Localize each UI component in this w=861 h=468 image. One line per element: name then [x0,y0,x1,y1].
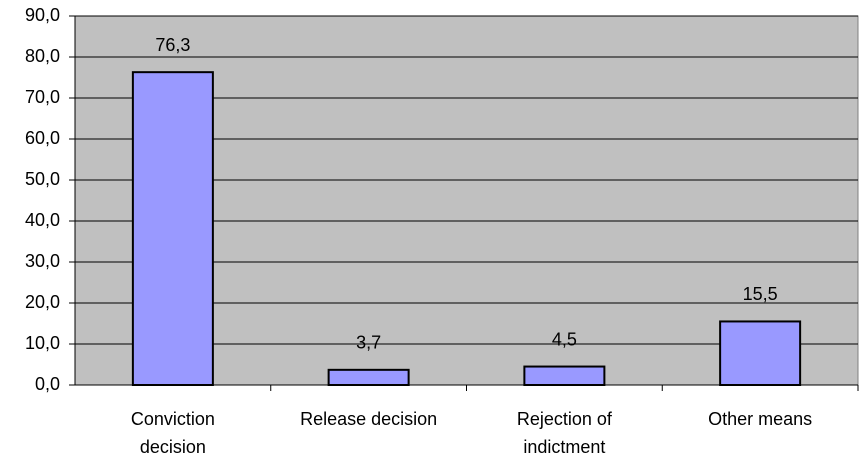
bar [523,365,606,386]
data-label: 15,5 [743,284,778,304]
y-tick-label: 10,0 [25,333,60,353]
x-tick-label: Other means [708,409,813,429]
y-tick-label: 30,0 [25,251,60,271]
x-tick-label: Conviction decision [130,409,215,457]
x-tick-label: Release decision [300,409,438,429]
bar [327,368,410,386]
data-label: 76,3 [155,35,190,55]
y-tick-label: 80,0 [25,46,60,66]
data-label: 4,5 [552,329,577,349]
y-tick-label: 50,0 [25,169,60,189]
bar [719,320,802,387]
data-label: 3,7 [356,333,381,353]
y-tick-label: 90,0 [25,5,60,25]
y-tick-label: 20,0 [25,292,60,312]
y-tick-label: 0,0 [35,374,60,394]
y-tick-label: 70,0 [25,87,60,107]
y-tick-label: 40,0 [25,210,60,230]
x-tick-label: Rejection of indictment [516,409,612,457]
y-tick-label: 60,0 [25,128,60,148]
bar [131,71,214,386]
